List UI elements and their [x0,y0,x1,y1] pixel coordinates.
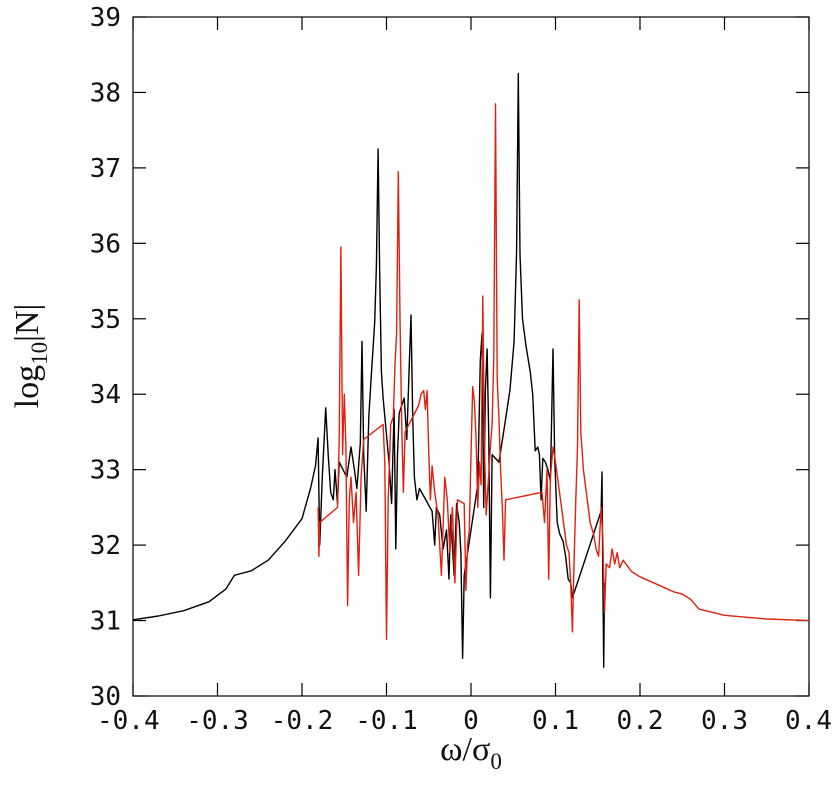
series-layer [132,72,810,668]
series-1-line [317,103,810,641]
y-tick-label: 32 [90,531,121,561]
y-tick-label: 36 [90,229,121,259]
plot-frame [132,16,810,697]
y-tick-label: 33 [90,456,121,486]
y-axis-title-tail: |N| [9,304,46,342]
x-tick-label: 0 [463,706,479,736]
x-axis-title-main: ω/σ [440,731,490,768]
y-tick-label: 37 [90,154,121,184]
y-axis-title-sub: 10 [27,342,52,365]
x-axis-ticks: -0.4 -0.3 -0.2 -0.1 0 0.1 0.2 0.3 0.4 [97,17,832,736]
y-tick-label: 38 [90,78,121,108]
y-tick-label: 31 [90,607,121,637]
x-axis-title-sub: 0 [490,749,502,774]
x-tick-label: -0.4 [97,706,160,736]
y-tick-label: 34 [90,380,121,410]
x-tick-label: 0.1 [532,706,579,736]
series-0-line [132,72,606,668]
x-tick-label: 0.3 [701,706,748,736]
x-tick-label: -0.3 [186,706,249,736]
y-axis-title: log10|N| [9,304,52,409]
x-tick-label: -0.2 [271,706,334,736]
y-tick-label: 35 [90,305,121,335]
y-axis-title-main: log [9,365,46,408]
x-axis-title: ω/σ0 [440,731,502,774]
y-tick-label: 39 [90,3,121,33]
x-tick-label: -0.1 [355,706,418,736]
x-tick-label: 0.2 [617,706,664,736]
y-tick-label: 30 [90,682,121,712]
x-tick-label: 0.4 [785,706,832,736]
y-axis-ticks: 30 31 32 33 34 35 36 37 38 39 [90,3,809,712]
